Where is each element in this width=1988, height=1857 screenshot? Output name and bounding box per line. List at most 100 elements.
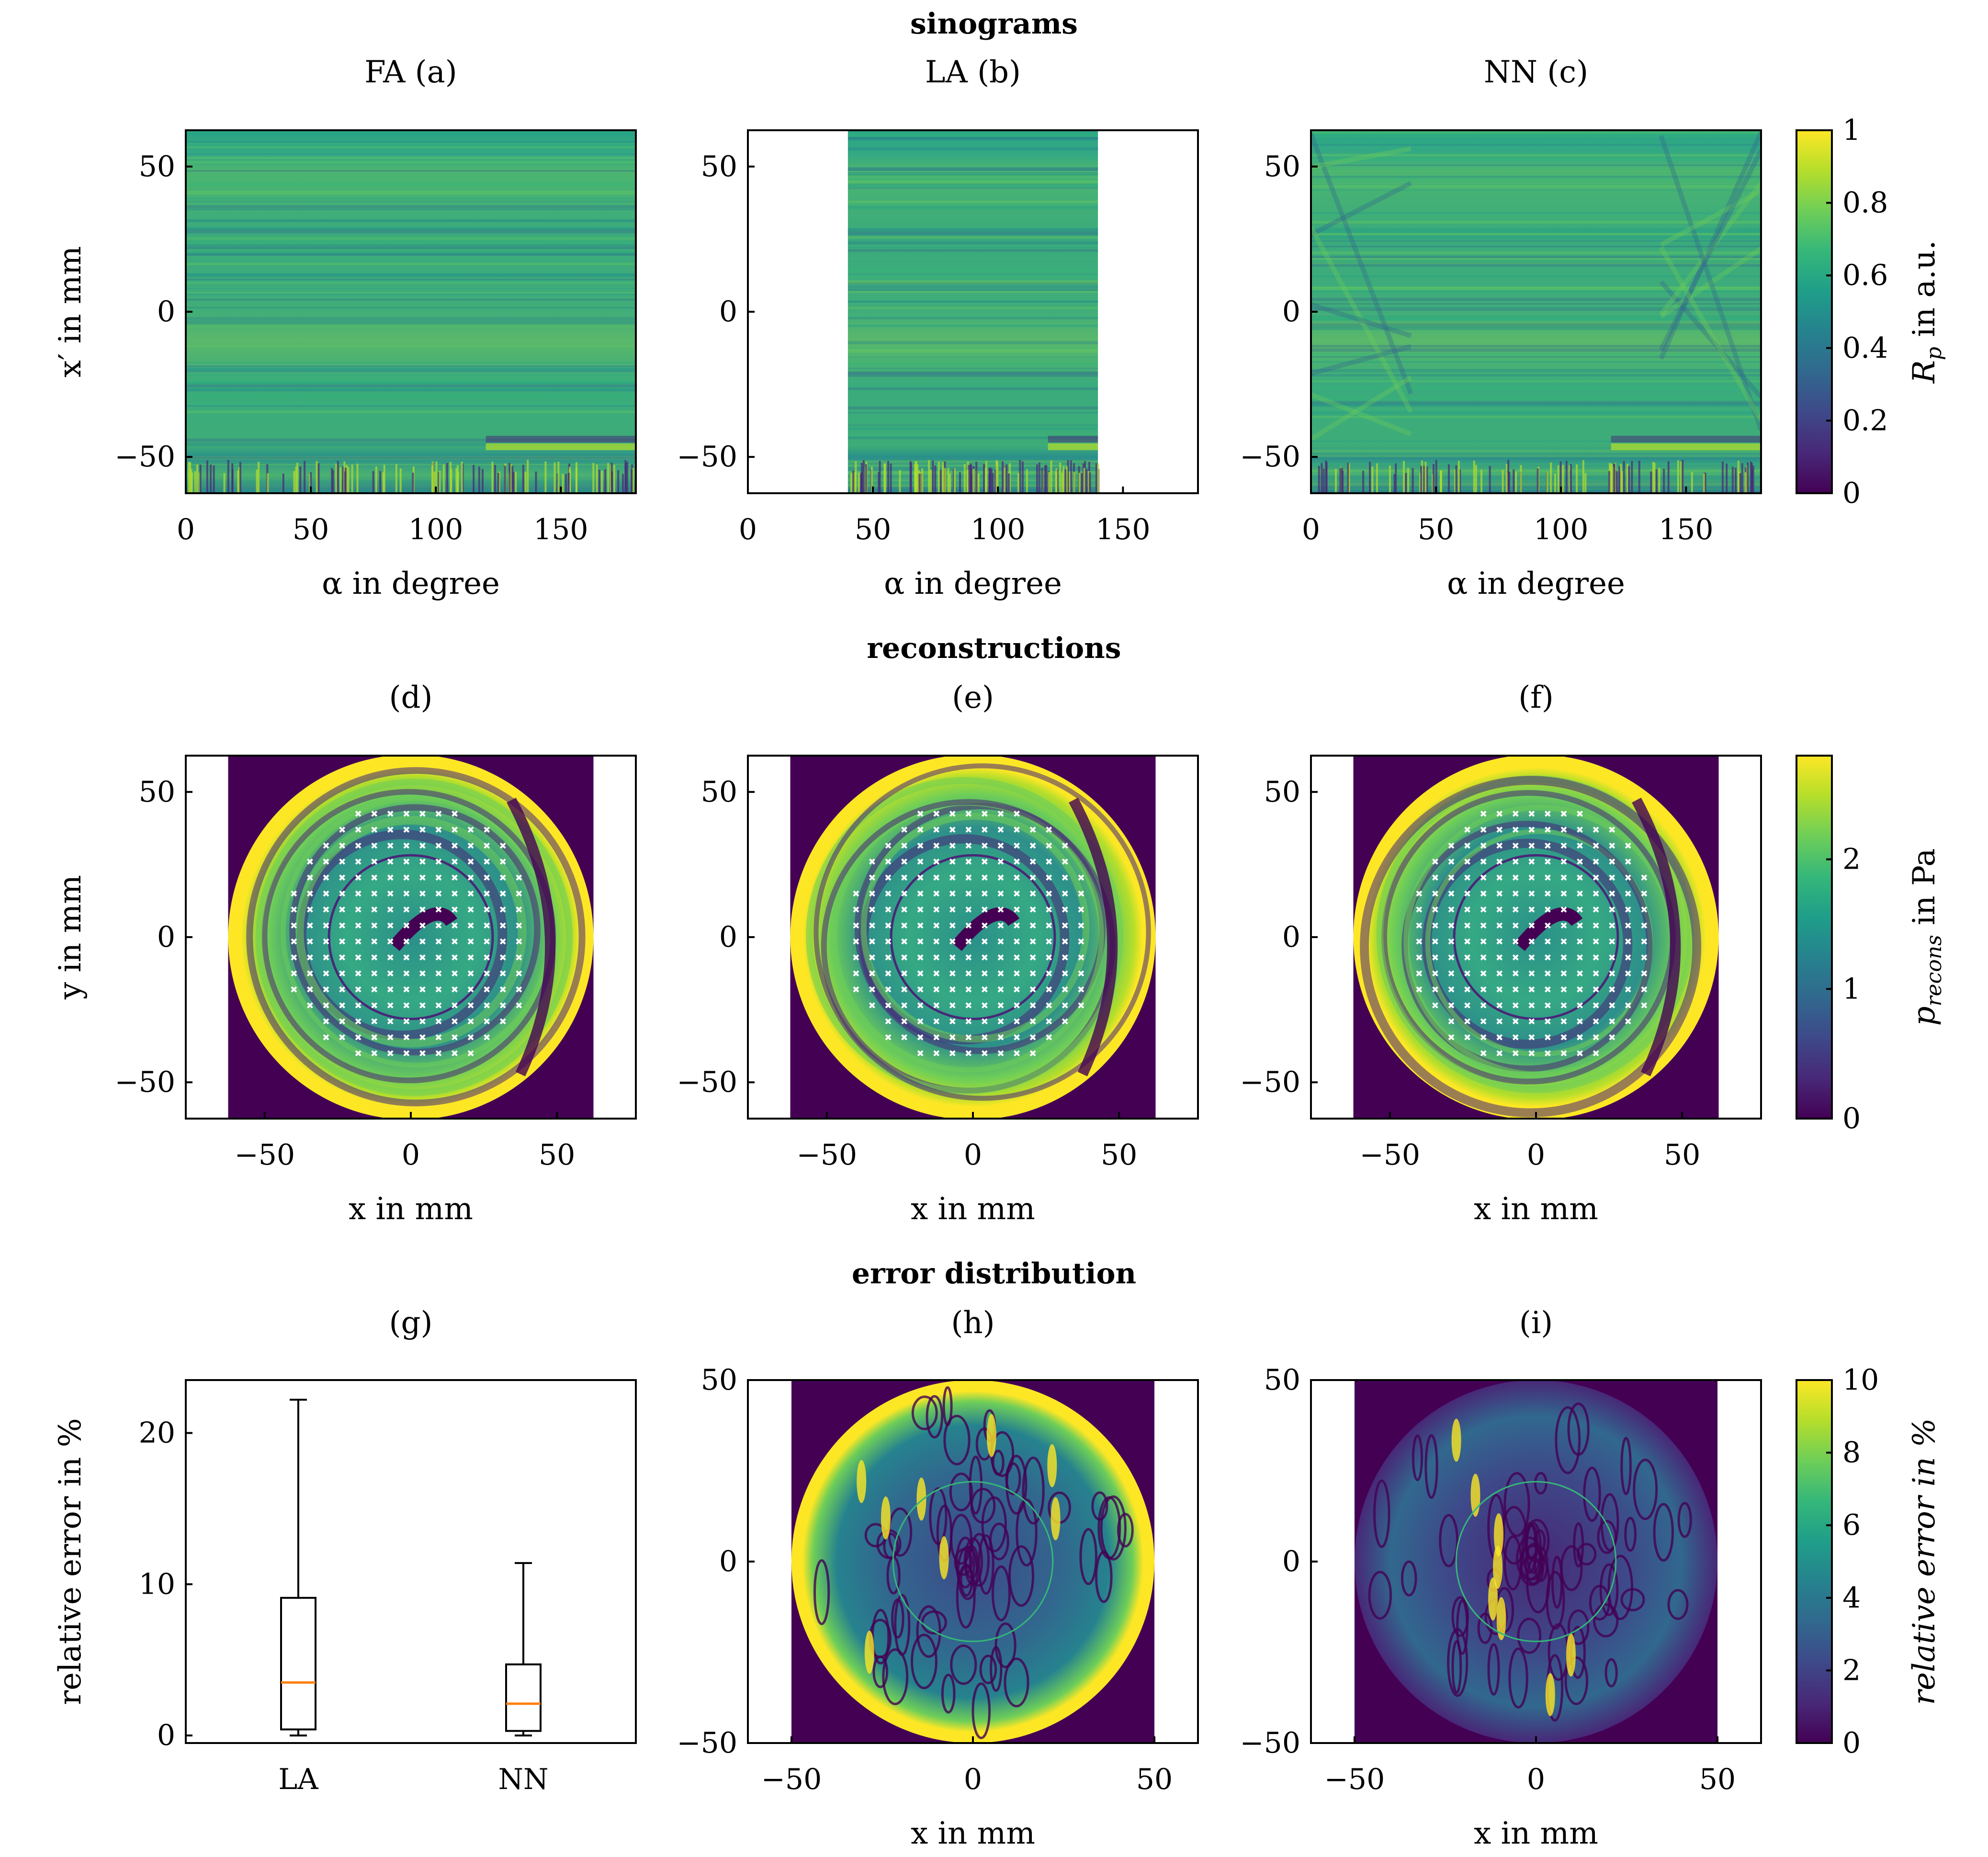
- sinogram-spike: [899, 470, 901, 493]
- sensor-marker: [1014, 986, 1020, 993]
- sinogram-streak: [847, 241, 1098, 244]
- sinogram-spike: [399, 468, 402, 493]
- panel-title: (d): [389, 680, 433, 715]
- sensor-marker: [1448, 986, 1455, 993]
- sensor-marker: [371, 954, 378, 961]
- x-axis-label: x in mm: [911, 1816, 1035, 1851]
- sensor-marker: [516, 970, 522, 977]
- sensor-marker: [1029, 906, 1036, 913]
- sinogram-streak: [186, 219, 636, 223]
- sensor-marker: [1078, 906, 1084, 913]
- sinogram-spike: [1005, 464, 1008, 493]
- sinogram-streak: [1311, 396, 1761, 400]
- sensor-marker: [1593, 970, 1599, 977]
- sensor-marker: [387, 810, 394, 817]
- sensor-marker: [387, 938, 394, 945]
- error-contour: [960, 1563, 973, 1597]
- panel-d: (d) −50 0 50 −50 0 50 x in mm y in mm: [53, 680, 637, 1227]
- sinogram-spike: [347, 466, 350, 493]
- sinogram-spike: [1019, 460, 1021, 493]
- x-tick-label: 0: [1302, 513, 1320, 546]
- sensor-marker: [949, 842, 956, 849]
- sinogram-spike: [631, 469, 633, 493]
- sensor-marker: [1545, 890, 1551, 897]
- sinogram-spike: [1520, 465, 1522, 493]
- sensor-marker: [452, 922, 458, 929]
- axes-frame: [185, 1379, 637, 1744]
- colorbar-frame: [1796, 1379, 1833, 1744]
- sinogram-spike: [1618, 471, 1621, 493]
- sinogram-spike: [565, 474, 567, 493]
- sinogram-spike: [337, 461, 339, 493]
- sinogram-spike: [1550, 462, 1552, 493]
- sensor-marker: [869, 970, 875, 977]
- x-tick-label: NN: [498, 1763, 549, 1796]
- image-dark-arc: [1632, 797, 1681, 1076]
- sinogram-streak: [186, 278, 636, 280]
- sinogram-streak: [186, 292, 636, 294]
- sinogram-spike: [613, 464, 615, 493]
- sinogram-streak: [1311, 387, 1761, 390]
- colorbar-tick-label: 1: [1842, 113, 1861, 147]
- sinogram-spike: [1067, 460, 1069, 493]
- sinogram-spike: [989, 467, 992, 493]
- sinogram-spike: [356, 464, 359, 493]
- error-contour: [1503, 1472, 1530, 1537]
- sinogram-spike: [596, 464, 598, 493]
- image-ring-artifact: [859, 813, 1090, 1043]
- error-contour: [979, 1654, 997, 1685]
- sensor-marker: [853, 938, 859, 945]
- sensor-marker: [1545, 842, 1551, 849]
- y-tick-label: −50: [677, 1065, 737, 1099]
- y-tick-label: −50: [1240, 440, 1300, 474]
- sensor-marker: [1625, 1002, 1631, 1008]
- sinogram-spike: [994, 469, 997, 493]
- sensor-marker: [917, 986, 924, 993]
- sensor-marker: [885, 858, 892, 865]
- sensor-marker: [516, 954, 522, 961]
- sensor-marker: [1593, 986, 1599, 993]
- sensor-marker: [1448, 938, 1455, 945]
- sensor-marker: [949, 827, 956, 833]
- sensor-marker: [1416, 890, 1423, 897]
- sinogram-streak: [1311, 256, 1761, 258]
- sensor-marker: [1014, 858, 1020, 865]
- sinogram-spike: [295, 466, 297, 493]
- sinogram-streak: [186, 365, 636, 367]
- sensor-marker: [901, 858, 907, 865]
- sensor-marker: [1593, 1002, 1599, 1008]
- sinogram-spike: [282, 473, 284, 493]
- x-tick-label: 0: [739, 513, 757, 546]
- sinogram-streak: [1311, 319, 1761, 321]
- sensor-marker: [387, 874, 394, 881]
- sinogram-streak: [186, 237, 636, 240]
- sinogram-spike: [1419, 473, 1421, 493]
- image-feature: [951, 907, 1020, 951]
- sensor-marker: [419, 874, 426, 881]
- sensor-marker: [419, 1002, 426, 1008]
- sensor-marker: [1480, 1018, 1487, 1025]
- sinogram-spike: [1322, 468, 1325, 493]
- x-tick-label: 150: [1096, 513, 1151, 546]
- sinogram-spike: [1420, 465, 1423, 493]
- sensor-marker: [1512, 874, 1519, 881]
- sensor-marker: [1528, 906, 1535, 913]
- sensor-marker: [853, 954, 859, 961]
- error-contour: [911, 1395, 938, 1430]
- sensor-marker: [1029, 986, 1036, 993]
- sinogram-spike: [621, 474, 624, 493]
- sinogram-streak: [1311, 322, 1761, 326]
- sinogram-artifact: [1311, 226, 1413, 413]
- sinogram-spike: [1318, 466, 1320, 493]
- sensor-marker: [435, 842, 442, 849]
- error-contour: [1560, 1545, 1583, 1591]
- error-contour: [1526, 1552, 1550, 1614]
- sinogram-streak: [1311, 291, 1761, 294]
- sensor-marker: [1512, 810, 1519, 817]
- error-hotspot: [1496, 1597, 1506, 1641]
- sinogram-streak: [186, 159, 636, 162]
- sensor-marker: [1496, 842, 1503, 849]
- error-contour: [872, 1655, 889, 1688]
- sinogram-spike: [1691, 472, 1693, 493]
- sensor-marker: [933, 1018, 940, 1025]
